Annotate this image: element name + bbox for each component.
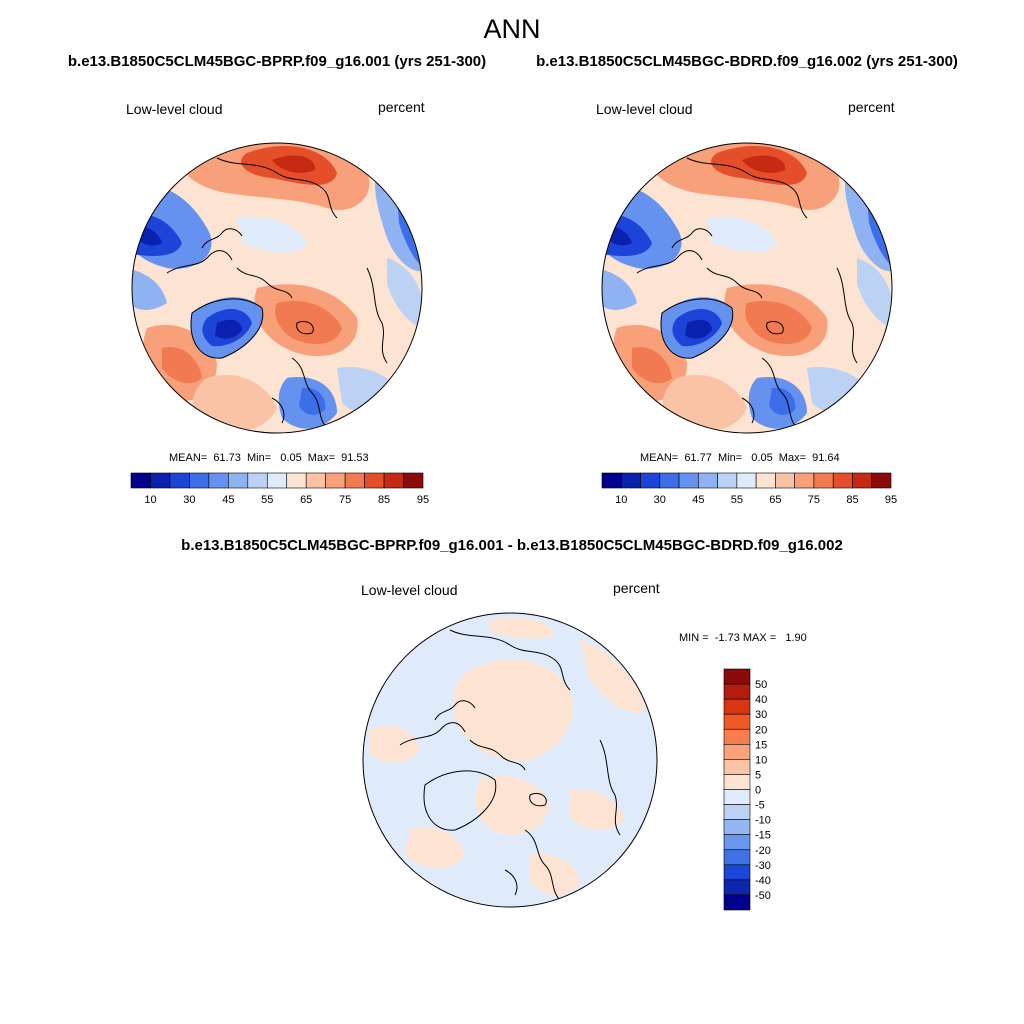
colorbar-swatch <box>723 894 751 911</box>
colorbar-swatch <box>247 472 268 489</box>
case2-units-label: percent <box>848 99 895 115</box>
case1-units-label: percent <box>378 99 425 115</box>
colorbar-tick-label: 65 <box>300 494 312 506</box>
colorbar-swatch <box>150 472 171 489</box>
colorbar-tick-label: 65 <box>769 494 781 506</box>
colorbar-swatch <box>325 472 346 489</box>
colorbar-swatch <box>723 713 751 730</box>
colorbar-swatch <box>723 668 751 685</box>
colorbar-swatch <box>723 789 751 805</box>
diff-map <box>363 613 657 907</box>
colorbar-swatch <box>755 472 776 489</box>
colorbar-tick-label: 85 <box>378 494 390 506</box>
colorbar-tick-label: 75 <box>339 494 351 506</box>
colorbar-tick-label: 0 <box>755 785 761 797</box>
colorbar-tick-label: 40 <box>755 694 767 706</box>
colorbar-swatch <box>871 472 892 489</box>
colorbar-swatch <box>723 864 751 881</box>
colorbar-tick-label: 20 <box>755 724 767 736</box>
colorbar-tick-label: -30 <box>755 860 771 872</box>
diff-title: b.e13.B1850C5CLM45BGC-BPRP.f09_g16.001 -… <box>181 537 843 554</box>
colorbar-tick-label: 45 <box>692 494 704 506</box>
colorbar-tick-label: 30 <box>183 494 195 506</box>
colorbar-swatch <box>169 472 190 489</box>
colorbar-swatch <box>403 472 424 489</box>
colorbar-swatch <box>794 472 815 489</box>
diff-variable-label: Low-level cloud <box>361 582 458 598</box>
colorbar-tick-label: -5 <box>755 800 765 812</box>
colorbar-swatch <box>620 472 641 489</box>
colorbar-tick-label: 10 <box>615 494 627 506</box>
colorbar-swatch <box>723 804 751 820</box>
colorbar-swatch <box>228 472 249 489</box>
figure-title: ANN <box>483 14 541 44</box>
case1-variable-label: Low-level cloud <box>126 101 223 117</box>
colorbar-swatch <box>723 698 751 715</box>
colorbar-swatch <box>286 472 307 489</box>
colorbar-swatch <box>723 834 751 851</box>
case2-colorbar: 10 30 45 55 65 75 85 95 <box>601 472 897 506</box>
colorbar-tick-label: -40 <box>755 875 771 887</box>
colorbar-tick-label: 10 <box>755 754 767 766</box>
colorbar-tick-label: 55 <box>261 494 273 506</box>
colorbar-swatch <box>832 472 853 489</box>
colorbar-swatch <box>723 759 751 775</box>
colorbar-swatch <box>852 472 873 489</box>
colorbar-tick-label: 55 <box>731 494 743 506</box>
colorbar-swatch <box>601 472 622 489</box>
colorbar-tick-label: -20 <box>755 845 771 857</box>
case1-title: b.e13.B1850C5CLM45BGC-BPRP.f09_g16.001 (… <box>67 53 487 70</box>
colorbar-swatch <box>189 472 210 489</box>
colorbar-swatch <box>659 472 680 489</box>
case2-title: b.e13.B1850C5CLM45BGC-BDRD.f09_g16.002 (… <box>536 53 958 70</box>
colorbar-swatch <box>383 472 404 489</box>
colorbar-swatch <box>640 472 661 489</box>
colorbar-swatch <box>344 472 365 489</box>
diff-stats: MIN = -1.73 MAX = 1.90 <box>679 632 807 644</box>
colorbar-swatch <box>723 819 751 835</box>
colorbar-tick-label: 30 <box>654 494 666 506</box>
case1-map <box>132 143 422 433</box>
colorbar-tick-label: 5 <box>755 769 761 781</box>
colorbar-tick-label: 10 <box>144 494 156 506</box>
colorbar-swatch <box>723 774 751 790</box>
case1-colorbar: 10 30 45 55 65 75 85 95 <box>130 472 429 506</box>
colorbar-swatch <box>736 472 757 489</box>
colorbar-swatch <box>266 472 288 489</box>
colorbar-swatch <box>130 472 151 489</box>
colorbar-tick-label: 95 <box>417 494 429 506</box>
colorbar-tick-label: 15 <box>755 739 767 751</box>
colorbar-tick-label: 85 <box>846 494 858 506</box>
colorbar-tick-label: 75 <box>808 494 820 506</box>
colorbar-swatch <box>723 849 751 866</box>
case2-variable-label: Low-level cloud <box>596 101 693 117</box>
colorbar-tick-label: 45 <box>222 494 234 506</box>
colorbar-swatch <box>364 472 385 489</box>
colorbar-tick-label: 30 <box>755 709 767 721</box>
colorbar-swatch <box>305 472 326 489</box>
case1-stats: MEAN= 61.73 Min= 0.05 Max= 91.53 <box>169 452 369 464</box>
colorbar-swatch <box>775 472 795 489</box>
colorbar-swatch <box>678 472 699 489</box>
colorbar-swatch <box>698 472 718 489</box>
colorbar-tick-label: -15 <box>755 830 771 842</box>
colorbar-swatch <box>813 472 834 489</box>
case2-stats: MEAN= 61.77 Min= 0.05 Max= 91.64 <box>640 452 840 464</box>
colorbar-swatch <box>717 472 738 489</box>
diff-units-label: percent <box>613 580 660 596</box>
colorbar-swatch <box>723 728 751 745</box>
colorbar-tick-label: 95 <box>885 494 897 506</box>
colorbar-tick-label: -10 <box>755 815 771 827</box>
case2-map <box>602 143 892 433</box>
colorbar-tick-label: -50 <box>755 890 771 902</box>
colorbar-swatch <box>723 744 751 760</box>
colorbar-swatch <box>723 879 751 896</box>
colorbar-swatch <box>208 472 229 489</box>
colorbar-swatch <box>723 683 751 700</box>
colorbar-tick-label: 50 <box>755 679 767 691</box>
